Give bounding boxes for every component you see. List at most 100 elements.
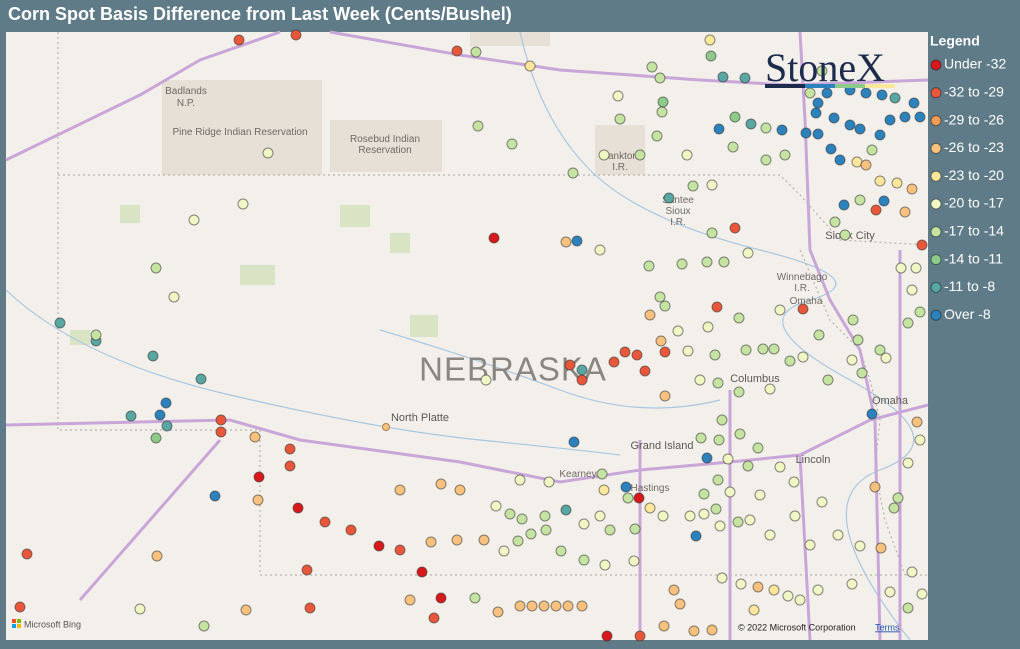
location-dot: [745, 118, 757, 130]
location-dot: [681, 149, 693, 161]
legend: Under -32 -32 to -29 -29 to -26 -26 to -23 -…: [930, 56, 1006, 322]
location-dot: [760, 154, 772, 166]
terms-link[interactable]: Terms: [875, 622, 900, 632]
location-dot: [744, 514, 756, 526]
place-label: Omaha: [790, 296, 823, 307]
location-dot: [188, 214, 200, 226]
location-dot: [800, 127, 812, 139]
place-label: Reservation: [358, 145, 411, 156]
location-dot: [742, 460, 754, 472]
location-dot: [839, 229, 851, 241]
legend-label: -29 to -26: [944, 111, 1004, 127]
location-dot: [856, 367, 868, 379]
location-dot: [717, 71, 729, 83]
location-dot: [435, 592, 447, 604]
legend-label: -20 to -17: [944, 195, 1004, 211]
location-dot: [21, 548, 33, 560]
reservation-area: [162, 80, 322, 175]
location-dot: [852, 334, 864, 346]
copyright: © 2022 Microsoft Corporation: [738, 622, 856, 632]
place-label: Columbus: [730, 373, 780, 385]
location-dot: [151, 550, 163, 562]
location-dot: [578, 518, 590, 530]
location-dot: [619, 346, 631, 358]
location-dot: [701, 452, 713, 464]
location-dot: [812, 97, 824, 109]
location-dot: [643, 260, 655, 272]
location-dot: [876, 89, 888, 101]
location-dot: [656, 106, 668, 118]
legend-swatch: [930, 281, 942, 293]
location-dot: [672, 325, 684, 337]
location-dot: [705, 50, 717, 62]
location-dot: [716, 414, 728, 426]
legend-label: -23 to -20: [944, 167, 1004, 183]
location-dot: [492, 606, 504, 618]
location-dot: [604, 524, 616, 536]
location-dot: [564, 359, 576, 371]
legend-swatch: [930, 115, 942, 127]
legend-swatch: [930, 59, 942, 71]
location-dot: [659, 300, 671, 312]
location-dot: [490, 500, 502, 512]
location-dot: [540, 524, 552, 536]
location-dot: [560, 504, 572, 516]
location-dot: [644, 502, 656, 514]
location-dot: [724, 486, 736, 498]
reservation-area: [470, 32, 550, 46]
location-dot: [748, 604, 760, 616]
location-dot: [714, 520, 726, 532]
location-dot: [394, 484, 406, 496]
location-dot: [195, 373, 207, 385]
location-dot: [373, 540, 385, 552]
location-dot: [538, 600, 550, 612]
legend-label: -17 to -14: [944, 223, 1004, 239]
location-dot: [150, 432, 162, 444]
location-dot: [916, 588, 928, 600]
location-dot: [822, 374, 834, 386]
location-dot: [816, 496, 828, 508]
location-dot: [634, 149, 646, 161]
location-dot: [568, 436, 580, 448]
location-dot: [701, 256, 713, 268]
location-dot: [712, 474, 724, 486]
location-dot: [774, 304, 786, 316]
map-background: [6, 32, 928, 640]
location-dot: [712, 377, 724, 389]
location-dot: [834, 154, 846, 166]
legend-swatch: [930, 87, 942, 99]
location-dot: [768, 343, 780, 355]
location-dot: [654, 72, 666, 84]
logo-bar: [765, 84, 895, 88]
location-dot: [233, 34, 245, 46]
location-dot: [614, 113, 626, 125]
forest-patches: [70, 205, 438, 345]
place-label: I.R.: [670, 217, 686, 228]
state-label: NEBRASKA: [419, 351, 607, 388]
location-dot: [663, 192, 675, 204]
location-dot: [832, 529, 844, 541]
location-dot: [768, 584, 780, 596]
location-dot: [620, 481, 632, 493]
location-dot: [916, 239, 928, 251]
location-dot: [472, 120, 484, 132]
location-dot: [633, 492, 645, 504]
map: Badlands N.P. Pine Ridge Indian Reservat…: [5, 29, 929, 642]
location-dot: [870, 204, 882, 216]
location-dot: [914, 434, 926, 446]
location-dot: [813, 329, 825, 341]
location-dot: [425, 536, 437, 548]
place-label: Santee: [662, 195, 694, 206]
place-label: Winnebago: [777, 272, 828, 283]
location-dot: [711, 301, 723, 313]
location-dot: [684, 510, 696, 522]
location-dot: [631, 349, 643, 361]
location-dot: [416, 566, 428, 578]
legend-swatch: [930, 226, 942, 238]
location-dot: [710, 503, 722, 515]
location-dot: [596, 468, 608, 480]
location-dot: [555, 545, 567, 557]
location-dot: [687, 180, 699, 192]
location-dot: [576, 600, 588, 612]
